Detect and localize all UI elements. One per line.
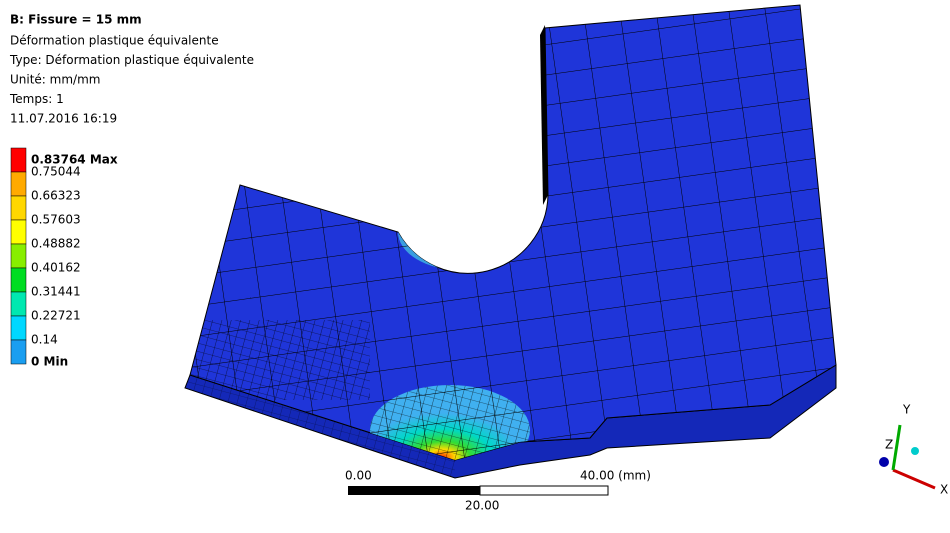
- header: B: Fissure = 15 mm Déformation plastique…: [9, 13, 254, 126]
- header-line: Type: Déformation plastique équivalente: [9, 53, 254, 67]
- scale-right: 40.00 (mm): [580, 469, 651, 483]
- title: B: Fissure = 15 mm: [10, 13, 142, 27]
- model: [150, 0, 850, 500]
- header-line: Unité: mm/mm: [10, 73, 100, 87]
- header-line: Déformation plastique équivalente: [10, 34, 219, 48]
- legend-label: 0 Min: [31, 355, 68, 369]
- header-line: 11.07.2016 16:19: [10, 112, 117, 126]
- legend-label: 0.40162: [31, 261, 81, 275]
- axis-y: Y: [902, 403, 911, 417]
- scale-middle: 20.00: [465, 499, 499, 513]
- triad: Y X Z: [879, 403, 948, 497]
- legend-label: 0.48882: [31, 237, 81, 251]
- legend-swatch: [11, 148, 26, 172]
- legend-label: 0.66323: [31, 189, 81, 203]
- header-line: Temps: 1: [9, 92, 64, 106]
- viewport: B: Fissure = 15 mm Déformation plastique…: [0, 0, 950, 529]
- legend-label: 0.31441: [31, 285, 81, 299]
- scale-bar: 0.00 40.00 (mm) 20.00: [345, 469, 651, 513]
- legend-swatch: [11, 268, 26, 292]
- legend: 0.83764 Max0.750440.663230.576030.488820…: [11, 148, 118, 369]
- legend-label: 0.14: [31, 333, 58, 347]
- legend-label: 0.75044: [31, 165, 81, 179]
- axis-x: X: [940, 483, 948, 497]
- legend-label: 0.57603: [31, 213, 81, 227]
- scale-left: 0.00: [345, 469, 372, 483]
- legend-swatch: [11, 292, 26, 316]
- legend-swatch: [11, 196, 26, 220]
- legend-label: 0.22721: [31, 309, 81, 323]
- legend-swatch: [11, 172, 26, 196]
- legend-swatch: [11, 220, 26, 244]
- legend-swatch: [11, 244, 26, 268]
- axis-z: Z: [885, 438, 893, 452]
- legend-swatch: [11, 340, 26, 364]
- legend-swatch: [11, 316, 26, 340]
